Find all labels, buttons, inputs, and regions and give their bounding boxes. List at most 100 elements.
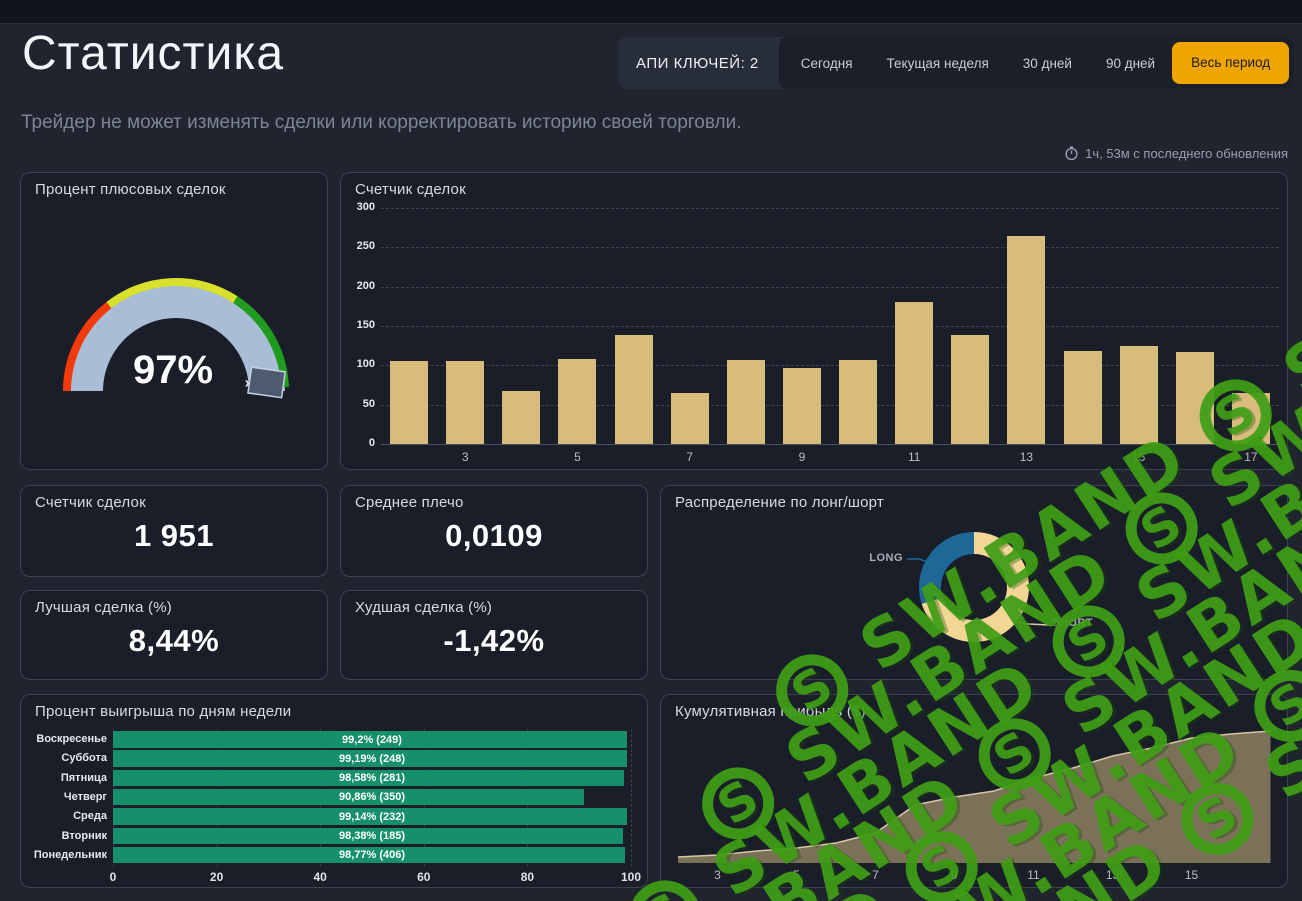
worst-trade-card: Худшая сделка (%) -1,42%	[340, 590, 648, 680]
bar-value-label: 99,14% (232)	[338, 810, 406, 823]
bar	[113, 827, 623, 844]
day-label: Суббота	[61, 752, 107, 765]
x-tick-label: 60	[417, 870, 431, 884]
bar	[502, 390, 541, 444]
long-short-donut-card: Распределение по лонг/шорт LONG SHORT	[660, 485, 1288, 680]
gauge-pointer	[247, 366, 287, 399]
trades-bar-chart-card: Счетчик сделок 300 250 200 150 100 50 0 3 5 7 9 11 1…	[340, 172, 1288, 470]
gridline	[381, 444, 1279, 445]
bar	[782, 368, 821, 444]
bar-value-label: 99,2% (249)	[342, 733, 402, 746]
bar-value-label: 98,38% (185)	[338, 830, 406, 842]
bar	[113, 769, 624, 787]
bar-value-label: 90,86% (350)	[338, 791, 406, 804]
api-keys-label: АПИ КЛЮЧЕЙ: 2	[636, 54, 759, 72]
x-tick-label: 7	[686, 450, 694, 464]
x-tick-label: 15	[1132, 450, 1146, 464]
bar-value-label: 99,19% (248)	[338, 752, 406, 765]
period-tab[interactable]: Весь период	[1172, 42, 1290, 84]
x-tick-label: 5	[793, 868, 800, 882]
card-title: Распределение по лонг/шорт	[675, 494, 884, 511]
gridline	[381, 286, 1279, 288]
y-tick-label: 50	[362, 397, 375, 410]
bar	[1119, 346, 1158, 444]
x-tick-label: 0	[109, 870, 117, 884]
bar	[113, 808, 627, 825]
bar	[726, 359, 765, 444]
bar-value-label: 98,58% (281)	[338, 772, 406, 785]
gauge-arc	[63, 301, 112, 392]
x-tick-label: 40	[313, 870, 327, 884]
x-tick-label: 20	[209, 870, 224, 884]
y-tick-label: 300	[356, 201, 375, 213]
page-title: Статистика	[22, 27, 285, 80]
x-tick-label: 13	[1019, 450, 1034, 464]
area-fill	[678, 731, 1271, 863]
period-tab[interactable]: 30 дней	[1022, 55, 1072, 71]
bar	[839, 359, 878, 444]
bar	[113, 750, 627, 767]
long-label: LONG	[869, 552, 903, 564]
x-tick-label: 9	[798, 450, 806, 464]
bar-value-label: 98,77% (406)	[338, 849, 406, 862]
period-tab[interactable]: Сегодня	[800, 55, 853, 71]
bar	[1175, 351, 1214, 444]
bar	[113, 788, 584, 806]
bar	[1063, 351, 1102, 444]
bar	[670, 392, 709, 444]
y-tick-label: 0	[368, 437, 375, 449]
bar	[390, 360, 429, 444]
gauge-arc	[67, 282, 285, 392]
y-tick-label: 200	[356, 279, 375, 292]
y-tick-label: 250	[356, 240, 375, 253]
x-tick-label: 5	[574, 450, 581, 464]
refresh-clock-icon	[1065, 146, 1078, 161]
area-top-line	[677, 730, 1271, 858]
gridline	[381, 326, 1279, 327]
x-tick-label: 3	[461, 450, 469, 464]
x-tick-label: 7	[872, 868, 879, 882]
x-tick-label: 15	[1185, 868, 1199, 882]
bar	[113, 846, 625, 864]
gridline	[381, 247, 1279, 249]
card-title: Среднее плечо	[355, 494, 464, 511]
y-tick-label: 100	[356, 358, 375, 371]
bar	[446, 361, 485, 444]
gridline	[381, 404, 1279, 406]
period-tab[interactable]: 90 дней	[1105, 55, 1156, 71]
area-chart: 3 5 7 9 11 13 15	[677, 730, 1271, 882]
card-title: Кумулятивная прибыль ($)	[675, 703, 866, 720]
day-label: Пятница	[60, 771, 107, 784]
x-tick-label: 17	[1244, 450, 1258, 464]
period-tabs: Сегодня Текущая неделя 30 дней 90 дней Весь …	[778, 37, 1295, 89]
best-trade-card: Лучшая сделка (%) 8,44%	[20, 590, 328, 680]
x-tick-label: 80	[520, 870, 535, 884]
y-tick-label: 150	[356, 319, 375, 331]
card-title: Счетчик сделок	[35, 494, 146, 511]
day-label: Воскресенье	[36, 733, 107, 745]
x-tick-label: 11	[1027, 868, 1040, 882]
stat-value: -1,42%	[443, 623, 545, 658]
bar	[895, 302, 934, 444]
gauge-pointer-chevron: ›	[245, 374, 250, 391]
card-title: Процент плюсовых сделок	[35, 181, 226, 198]
win-rate-gauge-card: Процент плюсовых сделок › 97%	[20, 172, 328, 470]
stat-value: 8,44%	[128, 623, 220, 658]
weekday-bar-chart: 0 20 40 60 80 100 Воскресенье 99,2% (249) Суббот…	[21, 695, 647, 887]
gridline	[381, 365, 1279, 367]
weekday-win-card: Процент выигрыша по дням недели 0 20 40 60 8…	[20, 694, 648, 888]
card-title: Худшая сделка (%)	[355, 599, 493, 616]
cumulative-profit-card: Кумулятивная прибыль ($) 3 5 7 9 11 13 15	[660, 694, 1288, 888]
bar	[1007, 235, 1046, 444]
donut-leader-lines	[907, 558, 1050, 626]
card-title: Лучшая сделка (%)	[35, 599, 172, 616]
gridline	[631, 729, 632, 867]
avg-leverage-card: Среднее плечо 0,0109	[340, 485, 648, 577]
period-tab[interactable]: Текущая неделя	[886, 55, 989, 71]
card-title: Процент выигрыша по дням недели	[35, 703, 292, 720]
gridline	[381, 208, 1279, 209]
last-update-text: 1ч, 53м с последнего обновления	[1085, 146, 1288, 161]
x-tick-label: 100	[620, 870, 642, 884]
bar	[113, 731, 627, 748]
x-tick-label: 9	[951, 868, 958, 882]
